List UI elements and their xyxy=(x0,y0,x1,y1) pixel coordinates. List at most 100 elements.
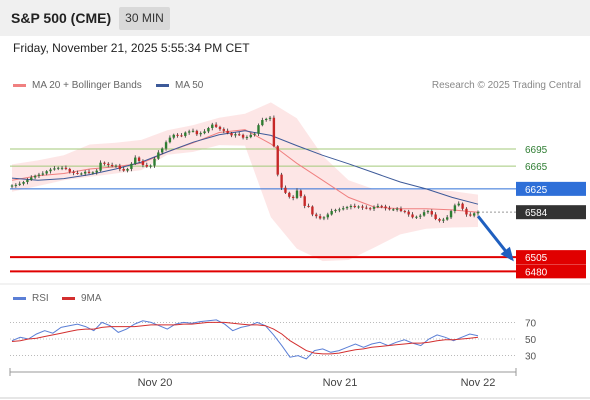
candle xyxy=(276,145,279,177)
legend-rsi-ma-label: 9MA xyxy=(81,293,102,304)
candle xyxy=(349,204,353,210)
level-label-6695: 6695 xyxy=(525,145,548,156)
candle-body xyxy=(114,165,118,167)
timeframe-button[interactable]: 30 MIN xyxy=(119,7,170,30)
level-label-bg-6480 xyxy=(516,264,586,279)
candle xyxy=(272,115,276,148)
level-label-bg-6584 xyxy=(516,205,586,220)
candle xyxy=(392,208,395,212)
candle-body xyxy=(476,212,480,214)
candle-body xyxy=(30,177,33,180)
candle xyxy=(134,155,137,165)
candle-body xyxy=(280,174,283,188)
candle xyxy=(264,117,268,122)
header-bar: S&P 500 (CME) 30 MIN xyxy=(0,0,590,36)
candle-body xyxy=(68,168,71,172)
candle-body xyxy=(257,125,260,134)
candle xyxy=(434,212,437,221)
candle-body xyxy=(380,205,383,207)
candle-body xyxy=(218,126,222,130)
candle xyxy=(438,217,441,223)
candle-body xyxy=(342,208,345,210)
candle-body xyxy=(334,209,337,212)
candle-body xyxy=(353,205,356,208)
candle xyxy=(191,128,195,133)
level-label-6584: 6584 xyxy=(525,208,548,219)
candle xyxy=(118,163,122,172)
candle xyxy=(407,209,410,217)
candle-body xyxy=(264,118,268,121)
candle xyxy=(161,147,164,155)
candle xyxy=(334,208,337,213)
candle xyxy=(226,128,229,135)
timestamp: Friday, November 21, 2025 5:55:34 PM CET xyxy=(13,41,250,55)
candle-body xyxy=(33,175,37,178)
candle-body xyxy=(311,206,314,215)
candle-body xyxy=(10,185,14,187)
candle-body xyxy=(180,135,183,137)
candle-body xyxy=(126,168,129,171)
candle xyxy=(10,184,14,189)
legend-rsi: RSI xyxy=(13,293,49,304)
candle xyxy=(469,212,472,217)
candle-body xyxy=(53,168,56,170)
candle-body xyxy=(299,190,303,197)
x-tick-label: Nov 21 xyxy=(323,377,358,389)
candle xyxy=(26,178,29,185)
candle xyxy=(453,203,457,214)
candle-body xyxy=(388,208,391,210)
candle-body xyxy=(83,171,87,174)
candle xyxy=(168,135,172,144)
candle-body xyxy=(349,205,353,208)
candle xyxy=(291,195,295,201)
candle xyxy=(53,166,56,171)
level-label-6625: 6625 xyxy=(525,185,548,196)
candle-body xyxy=(137,157,141,161)
candle xyxy=(234,132,237,138)
candle-body xyxy=(199,133,202,135)
candle xyxy=(68,167,71,174)
candle-body xyxy=(419,215,422,217)
candle xyxy=(176,133,179,138)
candle-body xyxy=(161,148,164,153)
candle-body xyxy=(130,163,133,169)
candle-body xyxy=(326,214,329,218)
candle xyxy=(311,205,314,217)
candle-body xyxy=(276,146,279,175)
candle-body xyxy=(376,205,380,208)
candle xyxy=(141,159,145,168)
level-label-bg-6625 xyxy=(516,181,586,196)
candle xyxy=(218,125,222,131)
candle xyxy=(187,129,191,135)
candle-body xyxy=(107,163,110,165)
candle xyxy=(137,156,141,163)
candle xyxy=(326,212,329,220)
candle xyxy=(60,166,64,171)
candle-body xyxy=(95,170,98,173)
candle-body xyxy=(211,124,214,128)
candle xyxy=(83,170,87,176)
candle xyxy=(472,212,476,218)
candle-body xyxy=(195,130,199,135)
candle-body xyxy=(187,131,191,133)
candle xyxy=(245,135,249,140)
forecast-arrow-head xyxy=(500,246,514,262)
candle-body xyxy=(395,208,399,210)
candle-body xyxy=(453,205,457,212)
candle-body xyxy=(103,162,106,164)
candle xyxy=(214,122,218,128)
candle xyxy=(426,209,430,214)
candle xyxy=(261,117,264,127)
candle-body xyxy=(357,206,360,208)
candle xyxy=(419,213,422,220)
candle xyxy=(64,165,68,171)
candle xyxy=(411,212,414,219)
candle-body xyxy=(272,117,276,147)
candle xyxy=(122,166,125,172)
candle-body xyxy=(315,214,318,217)
candle-body xyxy=(149,165,152,167)
candle xyxy=(307,203,310,208)
candle-body xyxy=(253,133,256,135)
candle xyxy=(241,133,245,140)
candle-body xyxy=(322,217,326,219)
